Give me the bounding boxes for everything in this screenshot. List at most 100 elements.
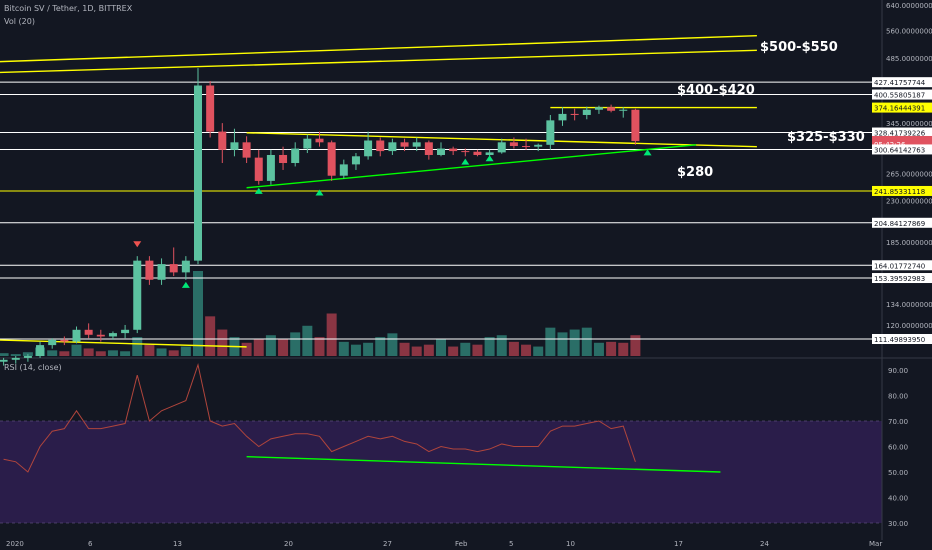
candle xyxy=(437,142,445,157)
volume-bar xyxy=(253,339,264,356)
x-tick-label: 6 xyxy=(88,540,93,548)
candle xyxy=(546,114,555,150)
volume-bar xyxy=(168,350,179,356)
candle-body xyxy=(412,142,421,147)
price-label-box xyxy=(872,102,932,113)
price-tick-label: 134.00000000 xyxy=(886,301,932,309)
price-label: 164.01772740 xyxy=(872,260,932,271)
candle-body xyxy=(194,85,202,261)
candle xyxy=(449,146,458,155)
candle xyxy=(607,104,616,113)
price-label: 427.41757744 xyxy=(872,77,932,88)
candle xyxy=(242,136,251,164)
price-label-text: 400.55805187 xyxy=(874,92,925,100)
rsi-tick-label: 40.00 xyxy=(888,495,908,503)
candle xyxy=(133,256,142,334)
candle-body xyxy=(558,113,567,121)
annotation-280: $280 xyxy=(677,165,714,180)
volume-bar xyxy=(193,271,203,356)
price-tick-label: 265.00000000 xyxy=(886,171,932,179)
volume-bar xyxy=(302,325,313,356)
x-tick-label: 24 xyxy=(760,540,769,548)
volume-bar xyxy=(423,344,434,356)
up-arrow-marker xyxy=(461,158,470,165)
trendline xyxy=(0,35,757,63)
volume-bar xyxy=(71,344,82,356)
candle-body xyxy=(36,345,45,357)
candle-body xyxy=(254,157,263,181)
candle-body xyxy=(0,359,8,362)
volume-bar xyxy=(47,350,58,356)
price-label: 241.85331118 xyxy=(872,185,932,196)
volume-bar xyxy=(217,329,228,356)
candle xyxy=(339,159,348,179)
price-label-box xyxy=(872,89,932,100)
candle-body xyxy=(145,260,154,280)
candle-body xyxy=(218,131,227,150)
candle-body xyxy=(339,164,348,176)
candle-body xyxy=(485,152,494,155)
candle-body xyxy=(84,329,93,335)
price-label-box xyxy=(872,273,932,284)
rsi-band xyxy=(0,421,882,523)
candle xyxy=(315,131,324,147)
candle-body xyxy=(279,154,288,164)
volume-bar xyxy=(521,344,532,356)
volume-bar xyxy=(180,346,191,356)
x-tick-label: 27 xyxy=(383,540,392,548)
volume-bar xyxy=(59,351,70,356)
candle xyxy=(11,356,20,364)
price-tick-label: 120.00000000 xyxy=(886,322,932,330)
rsi-line xyxy=(3,363,636,473)
volume-bar xyxy=(593,342,604,356)
price-tick-label: 640.00000000 xyxy=(886,2,932,10)
candle-body xyxy=(242,142,251,158)
candle-body xyxy=(121,329,130,334)
up-arrow-marker xyxy=(643,149,652,156)
candle xyxy=(558,107,567,126)
candle xyxy=(351,153,360,170)
candle xyxy=(84,323,93,339)
price-label: 300.64142763 xyxy=(872,144,932,155)
rsi-tick-label: 60.00 xyxy=(888,444,908,452)
up-arrow-marker xyxy=(254,187,263,194)
candle xyxy=(497,138,506,154)
volume-bar xyxy=(472,344,483,356)
volume-bar xyxy=(338,341,349,356)
price-label-box xyxy=(872,185,932,196)
candle-body xyxy=(206,85,215,132)
volume-bar xyxy=(314,337,325,356)
candle xyxy=(461,148,470,157)
candle xyxy=(594,105,603,114)
price-label-box xyxy=(872,260,932,271)
rsi-tick-label: 50.00 xyxy=(888,469,908,477)
price-tick-label: 185.00000000 xyxy=(886,239,932,247)
candle xyxy=(303,134,312,154)
volume-bar xyxy=(508,341,519,356)
volume-bar xyxy=(241,342,252,356)
candle xyxy=(60,336,69,346)
candle xyxy=(206,81,215,138)
volume-bar xyxy=(95,351,106,356)
candle xyxy=(534,143,543,152)
trendline xyxy=(0,49,757,74)
annotation-500-550: $500-$550 xyxy=(760,40,838,55)
candle xyxy=(230,128,239,157)
volume-bar xyxy=(569,329,580,356)
price-label-text: 164.01772740 xyxy=(874,262,925,270)
candle-body xyxy=(619,109,628,111)
candle-body xyxy=(570,113,579,115)
x-tick-label: 13 xyxy=(173,540,182,548)
candle xyxy=(266,149,275,185)
candle xyxy=(473,149,482,157)
price-label-text: 241.85331118 xyxy=(874,188,925,196)
price-label-text: 204.84127869 xyxy=(874,220,925,228)
candle-body xyxy=(133,260,142,330)
volume-bar xyxy=(496,335,507,356)
volume-bar xyxy=(0,353,9,356)
candle-body xyxy=(96,334,105,337)
price-label: 400.55805187 xyxy=(872,89,932,100)
price-tick-label: 485.00000000 xyxy=(886,55,932,63)
candle xyxy=(364,131,373,160)
